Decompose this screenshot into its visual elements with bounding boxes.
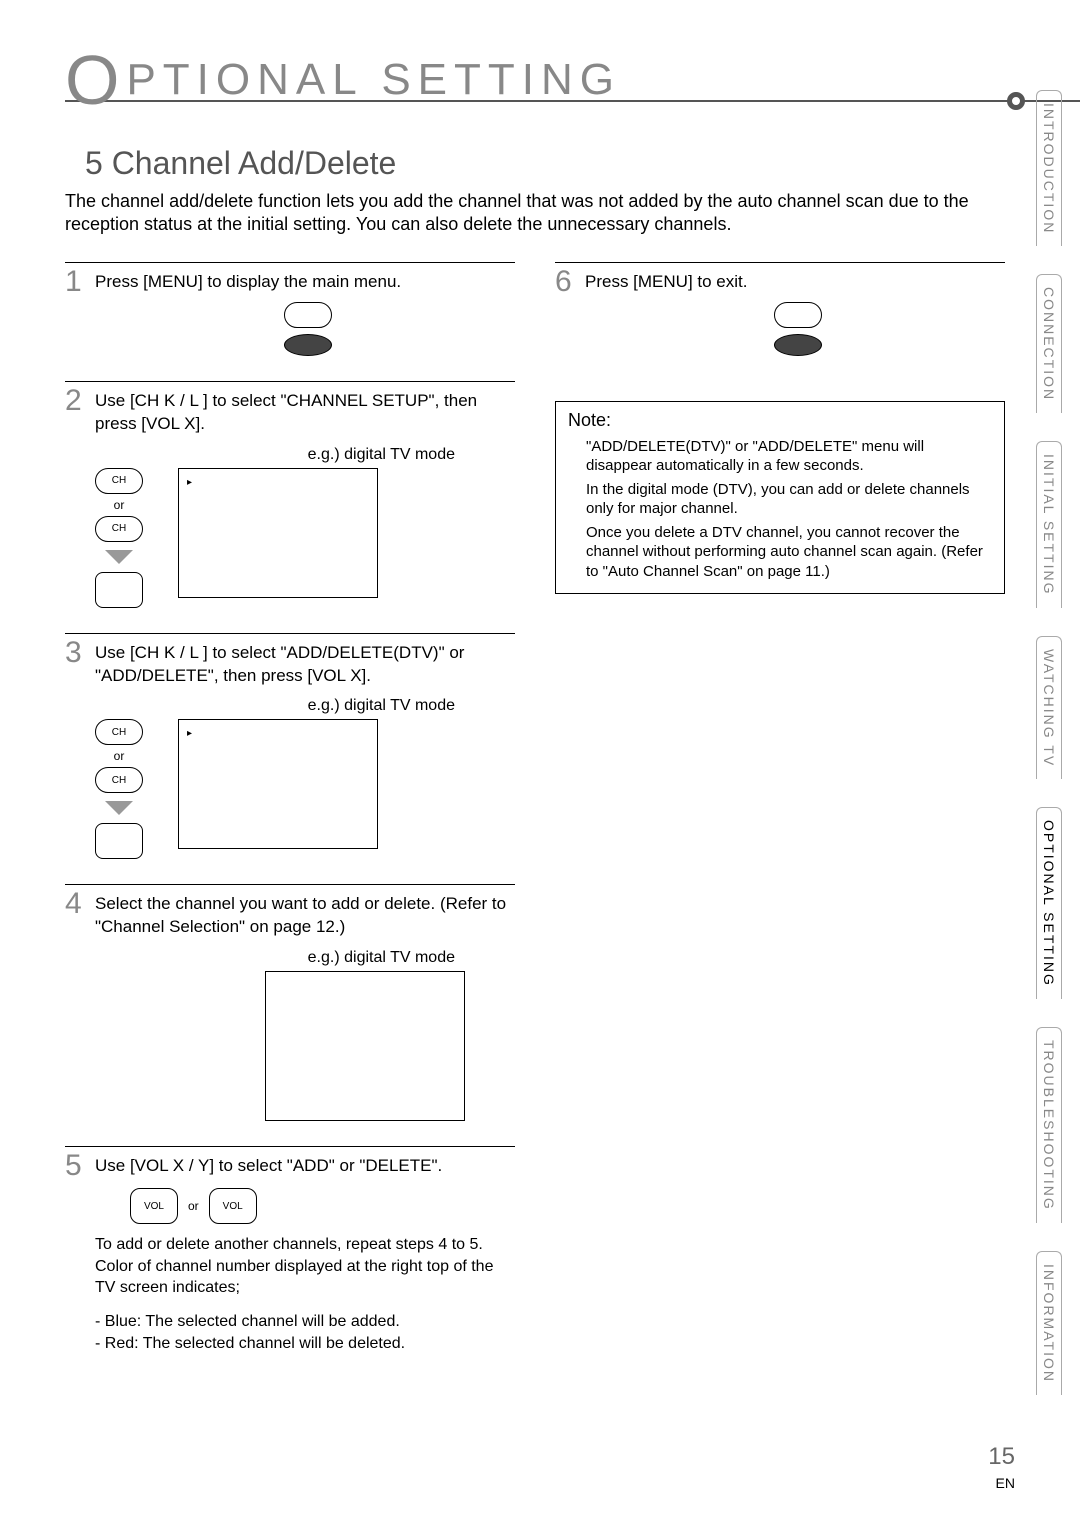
step-number: 5 <box>65 1149 82 1183</box>
vol-button-row: VOL or VOL <box>130 1188 515 1224</box>
left-column: 1 Press [MENU] to display the main menu.… <box>65 262 515 1381</box>
tab-information[interactable]: INFORMATION <box>1036 1251 1062 1395</box>
page-number: 15 <box>988 1443 1015 1471</box>
section-intro: The channel add/delete function lets you… <box>65 190 1020 237</box>
tab-introduction[interactable]: INTRODUCTION <box>1036 90 1062 246</box>
tab-initial-setting[interactable]: INITIAL SETTING <box>1036 441 1062 608</box>
note-title: Note: <box>568 410 992 431</box>
page-language: EN <box>996 1475 1015 1491</box>
step-number: 3 <box>65 636 82 670</box>
tv-screen-box <box>265 971 465 1121</box>
step-subtext: To add or delete another channels, repea… <box>95 1234 515 1299</box>
step-diagram: CH or CH ▸ <box>95 719 515 859</box>
step-number: 1 <box>65 265 82 299</box>
bullet-red: - Red: The selected channel will be dele… <box>95 1333 515 1355</box>
remote-button-icon <box>284 302 332 328</box>
tab-watching-tv[interactable]: WATCHING TV <box>1036 636 1062 779</box>
tab-optional-setting[interactable]: OPTIONAL SETTING <box>1036 807 1062 999</box>
note-item: "ADD/DELETE(DTV)" or "ADD/DELETE" menu w… <box>568 437 992 476</box>
side-tabs: INTRODUCTION CONNECTION INITIAL SETTING … <box>1036 90 1062 1395</box>
title-dropcap: O <box>65 41 126 119</box>
vol-button-icon: VOL <box>130 1188 178 1224</box>
step-6: 6 Press [MENU] to exit. <box>555 262 1005 381</box>
step-2: 2 Use [CH K / L ] to select "CHANNEL SET… <box>65 381 515 633</box>
arrow-down-icon <box>105 801 133 815</box>
note-item: Once you delete a DTV channel, you canno… <box>568 523 992 582</box>
ch-button-icon: CH <box>95 516 143 542</box>
right-column: 6 Press [MENU] to exit. Note: "ADD/DELET… <box>555 262 1005 1381</box>
menu-button-diagram <box>590 302 1005 356</box>
arrow-right-icon: ▸ <box>187 728 192 739</box>
or-label: or <box>188 1199 199 1213</box>
bullet-blue: - Blue: The selected channel will be add… <box>95 1311 515 1333</box>
step-5: 5 Use [VOL X / Y] to select "ADD" or "DE… <box>65 1146 515 1381</box>
menu-button-diagram <box>100 302 515 356</box>
step-diagram: CH or CH ▸ <box>95 468 515 608</box>
ch-button-icon: CH <box>95 767 143 793</box>
step-number: 4 <box>65 887 82 921</box>
step-1: 1 Press [MENU] to display the main menu. <box>65 262 515 381</box>
step-diagram <box>95 971 515 1121</box>
step-text: Use [CH K / L ] to select "CHANNEL SETUP… <box>95 390 515 436</box>
note-item: In the digital mode (DTV), you can add o… <box>568 480 992 519</box>
step-3: 3 Use [CH K / L ] to select "ADD/DELETE(… <box>65 633 515 885</box>
content-columns: 1 Press [MENU] to display the main menu.… <box>65 262 1020 1381</box>
remote-large-button-icon <box>95 572 143 608</box>
or-label: or <box>114 749 125 763</box>
remote-col: CH or CH <box>95 468 143 608</box>
ch-button-icon: CH <box>95 719 143 745</box>
ch-button-icon: CH <box>95 468 143 494</box>
step-text: Select the channel you want to add or de… <box>95 893 515 939</box>
tv-screen-box: ▸ <box>178 468 378 598</box>
remote-large-button-icon <box>95 823 143 859</box>
step-text: Press [MENU] to exit. <box>585 271 1005 294</box>
step-4: 4 Select the channel you want to add or … <box>65 884 515 1146</box>
example-label: e.g.) digital TV mode <box>95 446 515 464</box>
step-text: Use [CH K / L ] to select "ADD/DELETE(DT… <box>95 642 515 688</box>
remote-col: CH or CH <box>95 719 143 859</box>
step-number: 6 <box>555 265 572 299</box>
step-text: Press [MENU] to display the main menu. <box>95 271 515 294</box>
section-title: 5 Channel Add/Delete <box>85 145 1020 182</box>
remote-oval-icon <box>774 334 822 356</box>
arrow-right-icon: ▸ <box>187 477 192 488</box>
tab-troubleshooting[interactable]: TROUBLESHOOTING <box>1036 1027 1062 1223</box>
note-box: Note: "ADD/DELETE(DTV)" or "ADD/DELETE" … <box>555 401 1005 595</box>
vol-button-icon: VOL <box>209 1188 257 1224</box>
tv-screen-box: ▸ <box>178 719 378 849</box>
example-label: e.g.) digital TV mode <box>95 697 515 715</box>
example-label: e.g.) digital TV mode <box>95 949 515 967</box>
step-text: Use [VOL X / Y] to select "ADD" or "DELE… <box>95 1155 515 1178</box>
remote-button-icon <box>774 302 822 328</box>
or-label: or <box>114 498 125 512</box>
step-number: 2 <box>65 384 82 418</box>
tab-connection[interactable]: CONNECTION <box>1036 274 1062 413</box>
arrow-down-icon <box>105 550 133 564</box>
title-text: PTIONAL SETTING <box>126 55 621 104</box>
chapter-title: OPTIONAL SETTING <box>65 40 1020 120</box>
remote-oval-icon <box>284 334 332 356</box>
